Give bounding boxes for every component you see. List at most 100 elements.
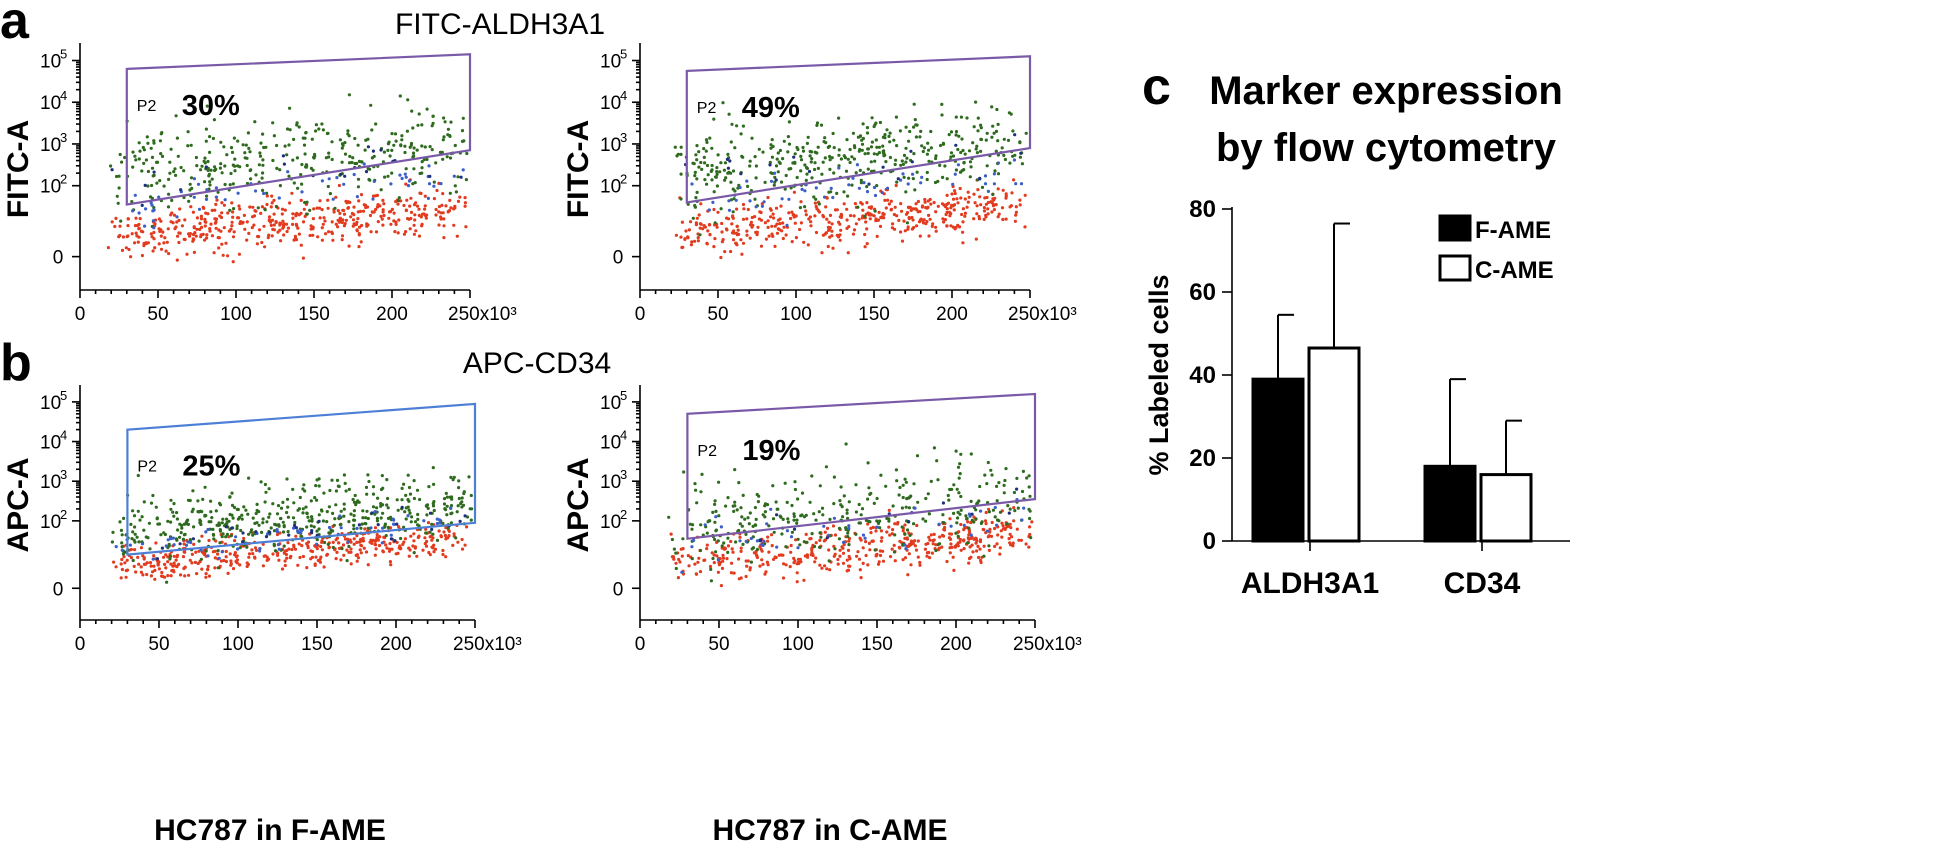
event-point-green <box>200 164 204 168</box>
event-point-red <box>994 203 998 207</box>
event-point-green <box>987 510 992 514</box>
event-point-green <box>159 132 163 136</box>
event-point-green <box>954 133 958 137</box>
event-point-red <box>231 567 236 571</box>
event-point-red <box>975 212 979 216</box>
panel-letter-b: b <box>0 334 32 392</box>
event-point-green <box>904 146 908 150</box>
event-point-green <box>159 533 163 537</box>
event-point-green <box>241 143 245 147</box>
event-point-blue <box>389 182 393 186</box>
event-point-green <box>286 505 290 509</box>
event-point-blue <box>885 186 890 190</box>
event-point-red <box>125 235 129 239</box>
event-point-blue <box>1020 518 1024 522</box>
event-point-green <box>873 548 877 552</box>
event-point-blue <box>969 533 973 537</box>
event-point-red <box>157 567 161 571</box>
event-point-green <box>875 519 879 523</box>
event-point-green <box>428 145 432 149</box>
event-point-red <box>1014 213 1018 217</box>
event-point-red <box>749 220 754 224</box>
event-point-red <box>831 246 835 250</box>
event-point-red <box>781 221 785 225</box>
event-point-green <box>469 493 473 498</box>
event-point-green <box>934 156 938 161</box>
event-point-green <box>859 178 863 182</box>
event-point-green <box>273 549 278 553</box>
event-point-red <box>865 227 869 231</box>
event-point-blue <box>814 186 818 190</box>
event-point-red <box>252 214 257 218</box>
event-point-red <box>347 244 351 248</box>
event-point-red <box>341 543 346 547</box>
event-point-green <box>979 137 984 142</box>
event-point-green <box>174 114 178 118</box>
event-point-green <box>454 536 458 540</box>
event-point-green <box>895 479 899 483</box>
event-point-blue <box>719 525 724 529</box>
event-point-green <box>208 183 212 187</box>
event-point-red <box>149 574 153 578</box>
event-point-red <box>281 219 285 223</box>
event-point-green <box>979 149 983 153</box>
event-point-green <box>263 208 267 212</box>
event-point-navy <box>792 527 797 531</box>
event-point-navy <box>293 523 297 528</box>
event-point-red <box>393 230 397 234</box>
event-point-green <box>123 155 127 160</box>
event-point-red <box>918 563 922 567</box>
event-point-green <box>272 529 277 533</box>
event-point-blue <box>690 182 694 186</box>
event-point-red <box>773 244 777 248</box>
event-point-red <box>975 549 979 553</box>
event-point-green <box>740 154 744 158</box>
event-point-red <box>982 544 986 548</box>
event-point-green <box>991 508 996 512</box>
event-point-red <box>696 560 700 564</box>
event-point-green <box>222 145 226 149</box>
event-point-red <box>739 546 743 550</box>
event-point-red <box>172 561 176 565</box>
event-point-green <box>897 493 901 497</box>
event-point-red <box>394 220 398 224</box>
event-point-red <box>434 207 438 212</box>
event-point-red <box>1001 188 1005 192</box>
event-point-green <box>411 155 415 159</box>
event-point-red <box>135 234 139 238</box>
event-point-green <box>212 118 216 122</box>
event-point-red <box>881 559 886 563</box>
event-point-green <box>244 508 248 512</box>
event-point-green <box>731 210 735 214</box>
event-point-red <box>352 537 356 541</box>
event-point-green <box>208 180 212 184</box>
event-point-green <box>230 503 235 507</box>
event-point-green <box>739 506 743 510</box>
event-point-navy <box>317 519 321 524</box>
event-point-red <box>710 551 714 555</box>
event-point-red <box>392 211 396 215</box>
event-point-red <box>121 235 125 239</box>
event-point-red <box>230 224 234 228</box>
event-point-red <box>373 553 377 557</box>
event-point-blue <box>373 510 377 514</box>
event-point-red <box>878 553 883 558</box>
event-point-red <box>681 245 685 249</box>
event-point-navy <box>970 512 974 516</box>
event-point-green <box>200 510 204 514</box>
event-point-red <box>269 223 273 227</box>
event-point-red <box>139 565 143 569</box>
event-point-green <box>409 520 413 524</box>
event-point-red <box>453 206 457 210</box>
event-point-red <box>349 550 353 554</box>
event-point-green <box>343 141 347 145</box>
event-point-green <box>995 484 999 488</box>
event-point-red <box>732 238 736 242</box>
bar-y-axis-title: % Labeled cells <box>1144 274 1174 475</box>
event-point-green <box>203 514 207 518</box>
event-point-red <box>405 198 409 202</box>
event-point-red <box>987 548 992 553</box>
flow-plot-apc-f-ame: 0 50 100 150 200 250x10³0102103104105APC-AHC7… <box>2 385 522 847</box>
event-point-red <box>200 567 204 571</box>
event-point-green <box>929 146 934 150</box>
